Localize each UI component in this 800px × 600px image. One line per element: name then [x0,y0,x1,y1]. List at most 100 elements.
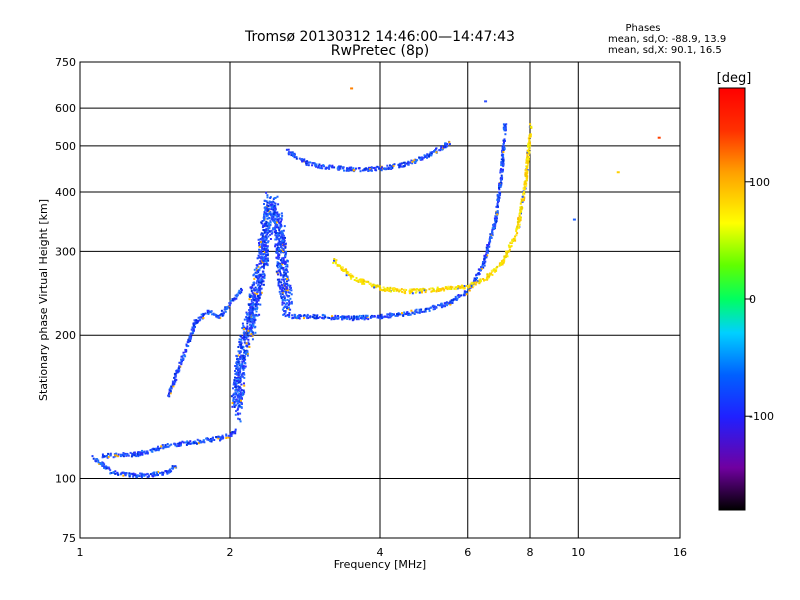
data-point [248,346,251,348]
data-point [529,141,531,144]
data-point [365,280,368,283]
data-point [182,351,185,354]
data-point [508,246,511,249]
data-point [486,250,488,253]
data-point [115,452,118,455]
data-point [276,266,279,269]
data-point [286,302,288,305]
data-point [236,293,239,296]
data-point [478,268,480,271]
data-point [213,439,216,441]
data-point [234,404,237,407]
data-point [258,248,261,251]
data-point [278,221,281,224]
data-point [185,349,187,351]
data-point [192,324,195,327]
data-point [274,234,277,237]
data-point [218,314,221,317]
data-point [283,225,286,228]
data-point [339,316,342,318]
data-point [233,297,236,300]
data-point [130,472,132,475]
data-point [235,410,237,413]
data-point [524,184,527,187]
data-point [313,317,316,320]
data-point [239,391,242,394]
data-point [236,394,239,397]
data-point [360,280,363,283]
data-point [284,272,287,275]
data-point [235,365,238,368]
data-point [527,148,530,151]
data-point [500,184,502,187]
data-point [491,233,494,236]
data-point [526,151,529,154]
data-point [196,321,199,324]
data-point [348,318,351,321]
data-point [170,443,173,446]
data-point [251,286,254,289]
data-point [348,273,350,276]
data-point [524,181,527,184]
data-point [333,259,335,262]
data-point [138,452,141,455]
data-point [274,232,277,235]
data-point [295,156,298,159]
data-point [236,366,239,369]
data-point [527,137,530,140]
data-point [445,303,448,306]
data-point [258,269,261,272]
data-point [306,160,309,163]
data-point [272,219,274,222]
data-point [338,166,341,169]
data-point [260,257,263,260]
x-axis-ticks: 1 2 4 6 8 10 16 [77,546,688,559]
data-point [350,276,352,279]
data-point [237,417,240,420]
data-point [341,315,344,318]
data-point [284,292,287,295]
data-point [500,164,503,166]
data-point [243,382,245,385]
data-point [166,445,169,448]
data-point [311,162,314,164]
data-point [214,313,217,316]
data-point [423,288,426,291]
data-point [421,291,423,294]
data-point [485,277,488,280]
data-point [399,165,402,168]
data-point [510,245,513,248]
data-point [382,316,385,319]
data-point [282,248,285,251]
data-point [261,234,264,237]
data-point [387,287,390,290]
data-point [222,311,225,314]
data-point [137,455,140,458]
data-point [383,315,386,318]
data-point [229,302,232,305]
data-point [283,251,285,254]
data-point [267,240,270,243]
data-point [261,261,264,264]
data-point [91,455,94,458]
data-point [274,207,277,210]
data-point [416,288,418,291]
data-point [270,206,273,209]
data-point [231,431,234,433]
data-point [440,304,443,307]
data-point [283,310,286,313]
data-point [237,381,240,384]
data-point [212,312,215,315]
data-point [265,215,268,218]
data-point [290,300,293,303]
y-tick-label: 75 [62,532,76,545]
data-point [280,218,283,221]
data-point [278,239,281,242]
data-point [265,248,268,250]
data-point [383,287,386,290]
data-point [387,316,390,319]
data-point [291,314,294,317]
data-point [281,232,284,235]
data-point [244,332,247,335]
